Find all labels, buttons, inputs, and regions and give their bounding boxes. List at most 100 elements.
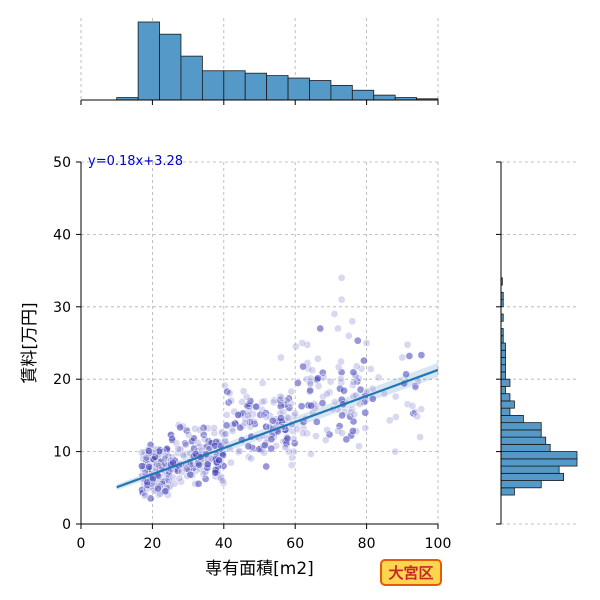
x-axis-label: 専有面積[m2] (205, 559, 314, 579)
x-tick-label: 40 (215, 536, 233, 552)
regression-line-path (116, 368, 439, 489)
data-point (346, 412, 354, 421)
data-point (276, 392, 285, 401)
data-point (303, 429, 311, 438)
data-point (334, 324, 342, 333)
data-point (194, 479, 203, 488)
y-tick-label: 50 (53, 155, 71, 171)
data-point (356, 385, 365, 394)
data-point (180, 452, 188, 461)
data-point (161, 452, 169, 460)
data-point (361, 424, 370, 432)
data-point (402, 370, 410, 379)
data-point (236, 423, 245, 432)
data-point (191, 424, 199, 433)
data-point (229, 420, 237, 429)
regression-line (116, 368, 439, 489)
data-point (142, 453, 151, 462)
data-point (259, 411, 268, 419)
data-point (210, 424, 219, 432)
data-point (348, 405, 356, 414)
histogram-bar-y (500, 342, 506, 351)
data-point (357, 364, 366, 373)
data-point (331, 398, 339, 406)
data-point (143, 478, 152, 487)
data-point (392, 413, 400, 421)
data-point (292, 342, 300, 351)
data-point (403, 340, 412, 349)
data-point (326, 377, 335, 386)
histogram-bar-x (373, 94, 396, 101)
data-point (164, 470, 173, 479)
data-point (283, 413, 292, 422)
histogram-bar-y (500, 487, 515, 496)
axes (76, 99, 502, 529)
histogram-bar-x (330, 84, 353, 101)
data-point (244, 453, 253, 461)
data-point (307, 401, 316, 410)
data-point (337, 295, 346, 304)
histogram-bar-y (500, 400, 515, 409)
data-point (337, 273, 346, 282)
data-point (368, 394, 377, 403)
data-point (314, 354, 322, 363)
y-tick-label: 10 (53, 445, 71, 461)
data-point (330, 310, 339, 318)
data-point (277, 353, 285, 362)
data-point (215, 456, 223, 465)
data-point (225, 389, 234, 398)
histogram-bar-y (500, 472, 564, 481)
data-point (181, 439, 189, 448)
data-point (385, 416, 394, 425)
histogram-bar-x (244, 72, 268, 101)
data-point (228, 427, 237, 435)
data-point (262, 422, 270, 431)
histogram-bar-x (223, 70, 246, 101)
data-point (267, 444, 276, 453)
y-tick-label: 40 (53, 227, 71, 243)
data-point (361, 397, 369, 406)
data-point (287, 387, 296, 396)
data-point (348, 317, 357, 326)
data-point (303, 340, 312, 349)
histogram-bar-y (500, 436, 547, 445)
data-point (227, 396, 236, 405)
data-point (262, 462, 271, 471)
data-point (262, 413, 271, 421)
data-point (316, 324, 325, 333)
histogram-bar-x (351, 89, 375, 101)
data-point (349, 381, 357, 389)
data-point (291, 409, 300, 418)
data-point (168, 434, 176, 443)
data-point (297, 402, 306, 411)
data-point (199, 470, 208, 478)
data-point (361, 408, 370, 417)
data-point (323, 389, 331, 398)
data-point (342, 435, 351, 444)
marginal-y-histogram (500, 277, 578, 496)
histogram-bar-y (500, 465, 560, 474)
data-point (174, 444, 183, 453)
data-point (169, 473, 177, 482)
histogram-bar-y (500, 414, 524, 424)
histogram-bar-x (266, 75, 289, 101)
data-point (344, 331, 353, 340)
histogram-bar-y (500, 407, 511, 416)
data-point (258, 398, 266, 406)
data-point (391, 447, 400, 456)
data-point (391, 392, 400, 401)
data-point (299, 362, 307, 371)
data-point (355, 442, 363, 451)
data-point (416, 433, 424, 441)
data-point (294, 379, 302, 387)
histogram-bar-y (500, 349, 506, 358)
data-point (222, 421, 231, 430)
data-point (234, 411, 242, 419)
data-point (269, 398, 278, 407)
data-point (368, 384, 377, 393)
data-point (154, 461, 163, 470)
data-point (405, 352, 414, 360)
x-tick-label: 80 (358, 536, 376, 552)
data-point (413, 412, 422, 421)
